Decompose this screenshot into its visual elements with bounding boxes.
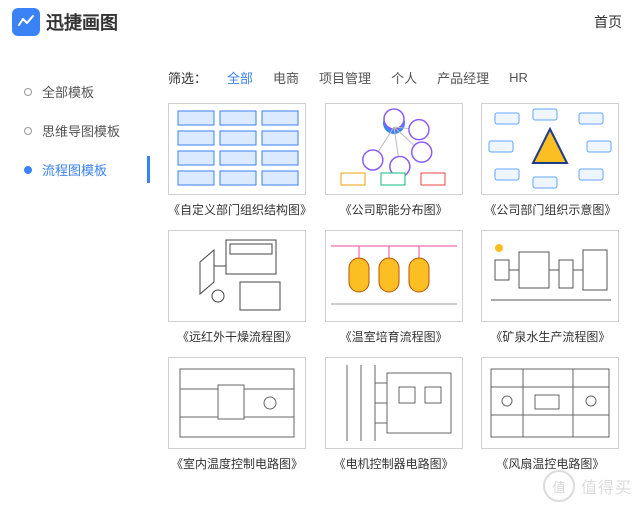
template-thumb (325, 103, 463, 195)
template-caption: 《自定义部门组织结构图》 (168, 201, 306, 218)
template-caption: 《室内温度控制电路图》 (168, 455, 306, 472)
filter-item-3[interactable]: 个人 (391, 68, 417, 87)
template-thumb (168, 357, 306, 449)
template-card-0[interactable]: 《自定义部门组织结构图》 (168, 103, 306, 218)
template-card-1[interactable]: 《公司职能分布图》 (325, 103, 463, 218)
template-thumb (481, 357, 619, 449)
template-thumb (325, 230, 463, 322)
filter-bar: 筛选： 全部 电商 项目管理 个人 产品经理 HR (168, 68, 624, 87)
template-thumb (481, 230, 619, 322)
filter-label: 筛选： (168, 68, 207, 87)
header: 迅捷画图 首页 (0, 0, 640, 48)
filter-item-1[interactable]: 电商 (273, 68, 299, 87)
filter-item-0[interactable]: 全部 (227, 68, 253, 87)
template-caption: 《矿泉水生产流程图》 (481, 328, 619, 345)
content: 筛选： 全部 电商 项目管理 个人 产品经理 HR 《自定义部门组织结构图》 《公司职能分布… (150, 56, 640, 472)
brand: 迅捷画图 (12, 8, 118, 36)
template-caption: 《温室培育流程图》 (325, 328, 463, 345)
radio-icon (24, 166, 32, 174)
watermark-icon: 值 (543, 470, 575, 502)
template-grid: 《自定义部门组织结构图》 《公司职能分布图》 《公司部门组织示意图》《远红外干燥流程… (168, 103, 624, 472)
watermark: 值 值得买 (543, 470, 632, 502)
sidebar-item-1[interactable]: 思维导图模板 (24, 111, 150, 150)
template-caption: 《电机控制器电路图》 (325, 455, 463, 472)
sidebar-item-0[interactable]: 全部模板 (24, 72, 150, 111)
template-card-2[interactable]: 《公司部门组织示意图》 (481, 103, 619, 218)
template-caption: 《公司职能分布图》 (325, 201, 463, 218)
template-card-3[interactable]: 《远红外干燥流程图》 (168, 230, 306, 345)
filter-item-4[interactable]: 产品经理 (437, 68, 489, 87)
nav-home[interactable]: 首页 (594, 12, 622, 32)
template-caption: 《公司部门组织示意图》 (481, 201, 619, 218)
sidebar-item-label: 思维导图模板 (42, 121, 120, 140)
template-thumb (481, 103, 619, 195)
filter-item-5[interactable]: HR (509, 70, 528, 85)
template-thumb (168, 103, 306, 195)
template-caption: 《远红外干燥流程图》 (168, 328, 306, 345)
sidebar-item-label: 全部模板 (42, 82, 94, 101)
template-card-5[interactable]: 《矿泉水生产流程图》 (481, 230, 619, 345)
logo-icon (12, 8, 40, 36)
watermark-text: 值得买 (581, 474, 632, 498)
radio-icon (24, 88, 32, 96)
radio-icon (24, 127, 32, 135)
template-thumb (325, 357, 463, 449)
template-thumb (168, 230, 306, 322)
sidebar: 全部模板思维导图模板流程图模板 (0, 56, 150, 472)
template-card-7[interactable]: 《电机控制器电路图》 (325, 357, 463, 472)
template-card-4[interactable]: 《温室培育流程图》 (325, 230, 463, 345)
template-card-6[interactable]: 《室内温度控制电路图》 (168, 357, 306, 472)
filter-item-2[interactable]: 项目管理 (319, 68, 371, 87)
brand-name: 迅捷画图 (46, 9, 118, 35)
main: 全部模板思维导图模板流程图模板 筛选： 全部 电商 项目管理 个人 产品经理 HR 《自定… (0, 48, 640, 472)
sidebar-item-2[interactable]: 流程图模板 (24, 150, 150, 189)
template-card-8[interactable]: 《风扇温控电路图》 (481, 357, 619, 472)
sidebar-item-label: 流程图模板 (42, 160, 107, 179)
